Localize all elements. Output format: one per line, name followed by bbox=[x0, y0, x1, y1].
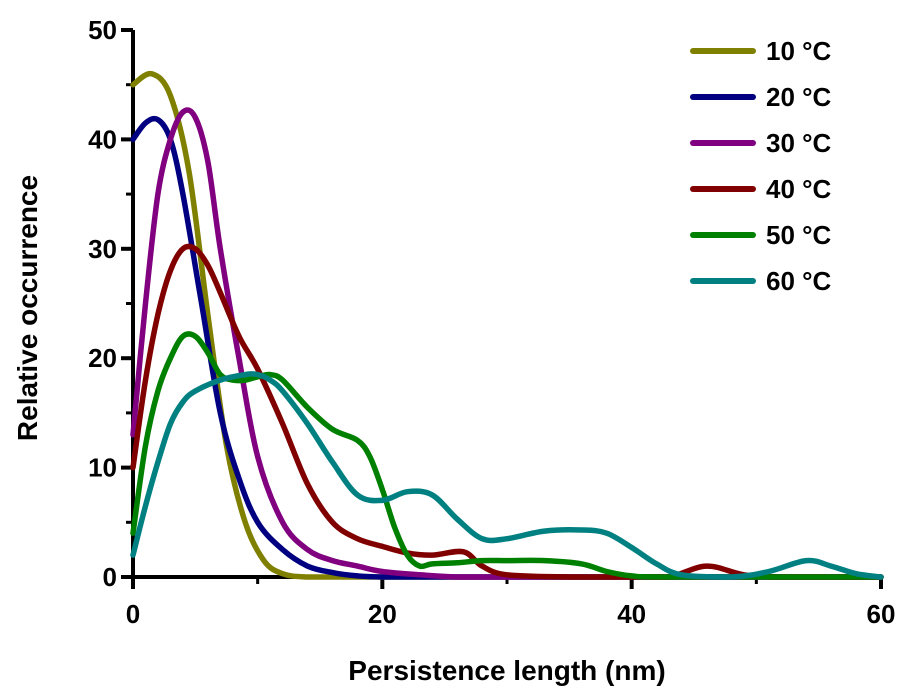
ticks bbox=[121, 28, 883, 589]
y-tick-label: 50 bbox=[88, 15, 117, 45]
legend: 10 °C 20 °C 30 °C 40 °C 50 °C 60 °C bbox=[690, 36, 832, 296]
y-tick-label: 40 bbox=[88, 124, 117, 154]
y-tick-label: 0 bbox=[103, 562, 117, 592]
y-axis-title: Relative occurrence bbox=[12, 175, 43, 441]
tick-labels: 0 10 20 30 40 50 0 20 40 60 bbox=[88, 15, 895, 629]
series-line bbox=[130, 371, 884, 580]
legend-label: 60 °C bbox=[766, 266, 832, 296]
x-tick-label: 0 bbox=[126, 599, 140, 629]
y-tick-label: 20 bbox=[88, 343, 117, 373]
legend-label: 20 °C bbox=[766, 82, 832, 112]
y-tick-label: 10 bbox=[88, 453, 117, 483]
legend-label: 40 °C bbox=[766, 174, 832, 204]
x-tick-label: 20 bbox=[368, 599, 397, 629]
series-line bbox=[130, 107, 884, 580]
y-tick-label: 30 bbox=[88, 234, 117, 264]
x-tick-label: 40 bbox=[617, 599, 646, 629]
legend-label: 50 °C bbox=[766, 220, 832, 250]
x-tick-label: 60 bbox=[867, 599, 896, 629]
series-group bbox=[130, 70, 884, 580]
x-axis-title: Persistence length (nm) bbox=[348, 655, 665, 686]
legend-label: 30 °C bbox=[766, 128, 832, 158]
series-line bbox=[130, 331, 884, 580]
legend-label: 10 °C bbox=[766, 36, 832, 66]
